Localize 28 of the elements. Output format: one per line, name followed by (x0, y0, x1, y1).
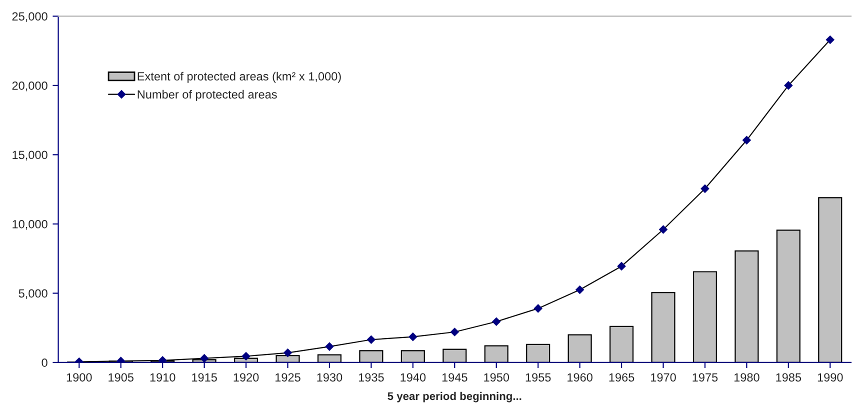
x-tick-label: 1930 (317, 373, 342, 382)
x-tick-label: 1905 (108, 373, 134, 382)
legend-label: Extent of protected areas (km² x 1,000) (138, 72, 341, 83)
x-tick-label: 1960 (568, 373, 592, 382)
x-tick-label: 1925 (276, 373, 300, 382)
x-tick-label: 1920 (234, 373, 259, 382)
x-tick-label: 1970 (651, 373, 676, 382)
x-axis-title: 5 year period beginning... (388, 392, 522, 402)
x-tick-label: 1945 (442, 373, 468, 382)
x-tick-label: 1940 (400, 373, 426, 382)
y-tick-label: 15,000 (12, 150, 48, 160)
x-tick-label: 1975 (692, 373, 718, 382)
y-tick-label: 5,000 (18, 289, 48, 300)
x-tick-label: 1900 (66, 373, 92, 382)
x-tick-label: 1935 (358, 373, 384, 382)
x-tick-label: 1915 (192, 373, 217, 382)
y-tick-label: 20,000 (12, 81, 48, 92)
x-tick-label: 1950 (484, 373, 510, 382)
x-tick-label: 1980 (734, 373, 760, 382)
x-tick-label: 1990 (818, 373, 843, 382)
y-tick-label: 0 (42, 358, 48, 367)
y-tick-label: 10,000 (12, 220, 48, 230)
x-tick-label: 1965 (609, 373, 634, 382)
x-tick-label: 1985 (776, 373, 802, 382)
x-tick-label: 1955 (526, 373, 551, 382)
legend-label: Number of protected areas (138, 90, 277, 101)
y-tick-label: 25,000 (12, 12, 48, 22)
x-tick-label: 1910 (150, 373, 176, 382)
